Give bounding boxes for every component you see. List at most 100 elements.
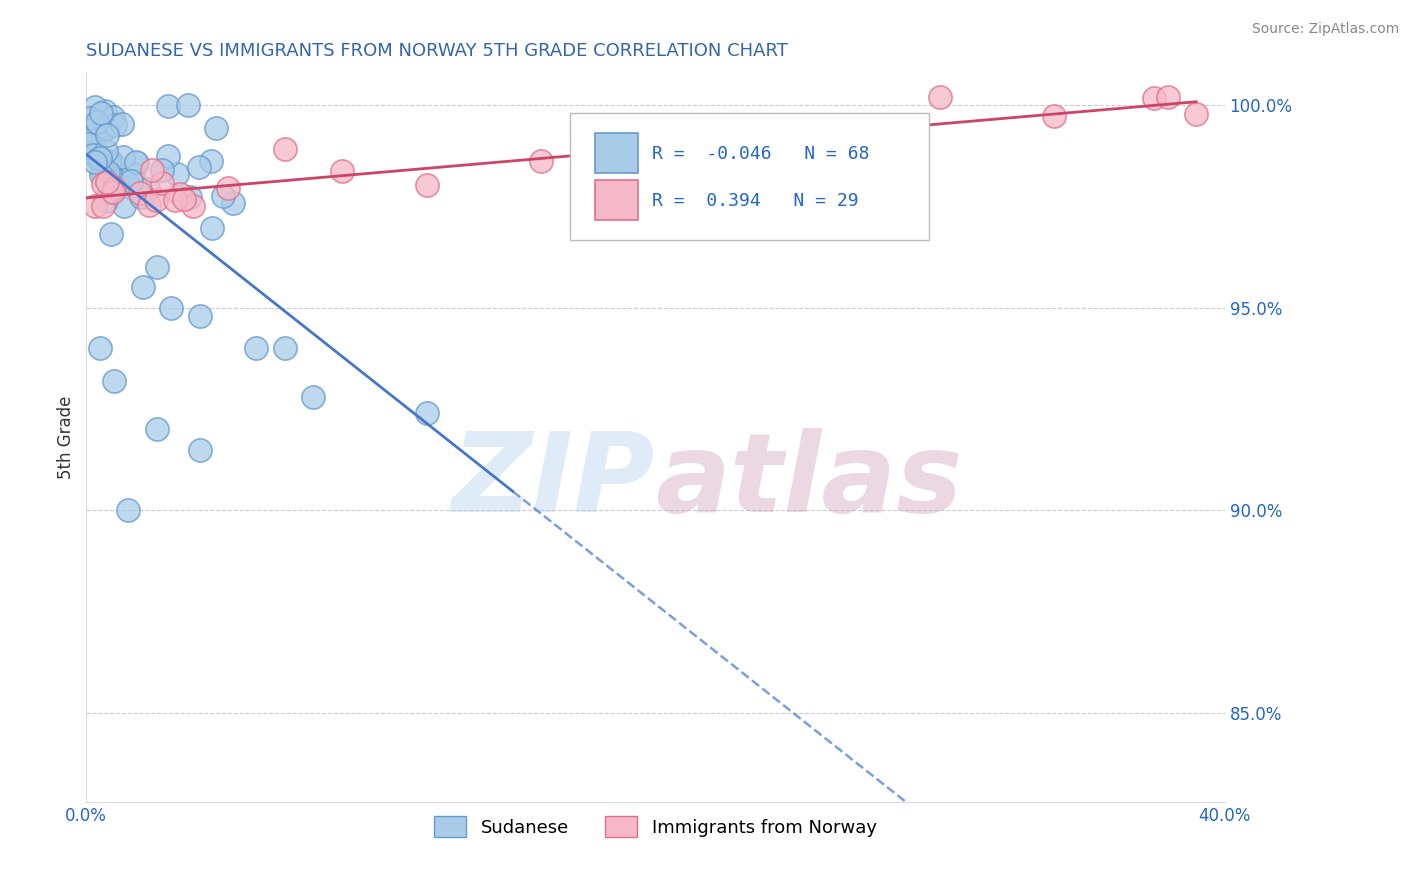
Point xyxy=(177,97,200,112)
Point xyxy=(872,123,894,137)
Point xyxy=(90,163,112,178)
Point xyxy=(77,132,100,146)
Point xyxy=(112,150,135,164)
Text: ZIP: ZIP xyxy=(451,427,655,534)
Point xyxy=(200,221,222,235)
Point xyxy=(146,422,169,436)
Point xyxy=(179,190,201,204)
Point xyxy=(222,195,245,210)
Point xyxy=(96,144,118,158)
Text: Source: ZipAtlas.com: Source: ZipAtlas.com xyxy=(1251,22,1399,37)
Point xyxy=(103,185,125,199)
Point xyxy=(929,90,952,104)
Point xyxy=(138,198,160,212)
Point xyxy=(1043,109,1066,123)
Point xyxy=(91,124,114,138)
Point xyxy=(83,127,105,141)
Bar xyxy=(595,133,638,173)
Point xyxy=(173,192,195,206)
Point xyxy=(96,175,118,189)
Point xyxy=(94,103,117,118)
Point xyxy=(1142,91,1164,105)
Point xyxy=(136,182,159,196)
Legend: Sudanese, Immigrants from Norway: Sudanese, Immigrants from Norway xyxy=(426,809,884,845)
Point xyxy=(169,186,191,201)
Point xyxy=(131,280,153,294)
FancyBboxPatch shape xyxy=(569,112,928,240)
Point xyxy=(127,155,149,169)
Point xyxy=(145,194,167,208)
Point xyxy=(150,162,173,177)
Point xyxy=(416,406,439,420)
Point xyxy=(118,180,141,194)
Point xyxy=(187,160,209,174)
Point xyxy=(160,301,183,315)
Point xyxy=(274,143,297,157)
Point xyxy=(100,186,122,200)
Point xyxy=(77,123,100,137)
Point xyxy=(96,128,118,142)
Point xyxy=(146,260,169,274)
Point xyxy=(114,199,136,213)
Point xyxy=(77,136,100,151)
Point xyxy=(83,100,105,114)
Point xyxy=(212,189,235,203)
Point xyxy=(1157,89,1180,103)
Point xyxy=(786,156,808,170)
Y-axis label: 5th Grade: 5th Grade xyxy=(58,396,75,479)
Point xyxy=(91,178,114,192)
Text: SUDANESE VS IMMIGRANTS FROM NORWAY 5TH GRADE CORRELATION CHART: SUDANESE VS IMMIGRANTS FROM NORWAY 5TH G… xyxy=(86,42,787,60)
Point xyxy=(101,154,124,169)
Point xyxy=(156,98,179,112)
Point xyxy=(83,199,105,213)
Point xyxy=(101,110,124,124)
Point xyxy=(530,154,553,169)
Point xyxy=(700,151,723,165)
Point xyxy=(96,194,118,208)
Point xyxy=(188,442,211,457)
Point xyxy=(117,503,139,517)
Point xyxy=(124,155,146,169)
Point xyxy=(100,227,122,241)
Point xyxy=(103,181,125,195)
Point xyxy=(128,186,150,200)
Point xyxy=(83,155,105,169)
Point xyxy=(302,390,325,404)
Point xyxy=(96,121,118,136)
Point xyxy=(79,111,101,125)
Point xyxy=(150,177,173,191)
Point xyxy=(97,185,120,199)
Point xyxy=(111,117,134,131)
Text: R =  0.394   N = 29: R = 0.394 N = 29 xyxy=(652,192,859,210)
Point xyxy=(104,118,127,132)
Point xyxy=(98,155,121,169)
Point xyxy=(274,341,297,355)
Point xyxy=(120,174,142,188)
Point xyxy=(330,164,353,178)
Point xyxy=(200,154,222,169)
Point xyxy=(77,144,100,158)
Point xyxy=(1185,107,1208,121)
Point xyxy=(129,189,152,203)
Point xyxy=(91,199,114,213)
Point xyxy=(245,341,267,355)
Point xyxy=(644,125,666,139)
Point xyxy=(205,121,228,136)
Point xyxy=(90,105,112,120)
Point xyxy=(82,148,104,162)
Point xyxy=(89,341,111,355)
Point xyxy=(166,167,188,181)
Text: R =  -0.046   N = 68: R = -0.046 N = 68 xyxy=(652,145,869,163)
Point xyxy=(98,154,121,169)
Point xyxy=(90,168,112,182)
Point xyxy=(105,174,128,188)
Point xyxy=(181,199,204,213)
Text: atlas: atlas xyxy=(655,427,963,534)
Point xyxy=(86,126,108,140)
Point xyxy=(156,149,179,163)
Point xyxy=(141,163,163,178)
Point xyxy=(89,151,111,165)
Point xyxy=(97,165,120,179)
Point xyxy=(84,144,107,158)
Point xyxy=(165,193,187,207)
